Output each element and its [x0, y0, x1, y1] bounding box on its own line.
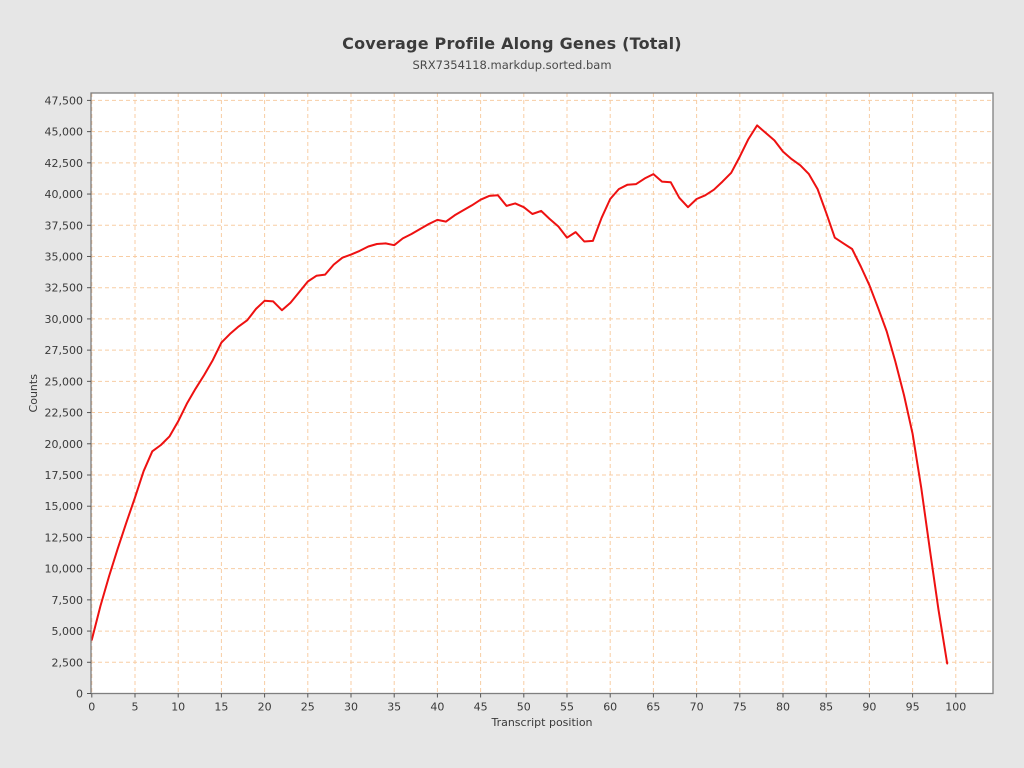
x-tick-label: 0 — [88, 701, 95, 714]
plot-border — [90, 92, 994, 695]
y-tick-label: 0 — [76, 688, 83, 701]
x-tick-label: 70 — [690, 701, 704, 714]
x-tick-label: 100 — [945, 701, 966, 714]
y-tick-label: 37,500 — [45, 219, 84, 232]
x-tick-label: 45 — [474, 701, 488, 714]
x-tick-label: 50 — [517, 701, 531, 714]
y-tick-label: 7,500 — [52, 594, 84, 607]
y-tick-label: 27,500 — [45, 344, 84, 357]
y-tick-label: 25,000 — [45, 375, 84, 388]
x-tick-label: 75 — [733, 701, 747, 714]
x-tick-label: 90 — [862, 701, 876, 714]
x-tick-label: 95 — [906, 701, 920, 714]
x-tick-label: 85 — [819, 701, 833, 714]
y-tick-label: 22,500 — [45, 407, 84, 420]
y-tick-label: 17,500 — [45, 469, 84, 482]
y-tick-label: 42,500 — [45, 157, 84, 170]
chart-subtitle: SRX7354118.markdup.sorted.bam — [412, 58, 612, 72]
x-tick-label: 20 — [258, 701, 272, 714]
chart-title: Coverage Profile Along Genes (Total) — [342, 34, 682, 53]
y-tick-label: 12,500 — [45, 531, 84, 544]
y-tick-label: 47,500 — [45, 94, 84, 107]
x-tick-label: 15 — [214, 701, 228, 714]
y-tick-label: 2,500 — [52, 656, 84, 669]
x-tick-label: 25 — [301, 701, 315, 714]
x-tick-label: 65 — [646, 701, 660, 714]
x-tick-label: 40 — [430, 701, 444, 714]
plot-area — [91, 93, 993, 694]
x-tick-label: 60 — [603, 701, 617, 714]
x-tick-label: 10 — [171, 701, 185, 714]
y-tick-label: 35,000 — [45, 250, 84, 263]
x-axis-title: Transcript position — [490, 716, 592, 729]
x-tick-label: 55 — [560, 701, 574, 714]
y-tick-label: 5,000 — [52, 625, 84, 638]
y-tick-label: 45,000 — [45, 126, 84, 139]
y-tick-label: 10,000 — [45, 563, 84, 576]
y-axis-title: Counts — [27, 374, 40, 413]
x-tick-label: 80 — [776, 701, 790, 714]
x-tick-label: 30 — [344, 701, 358, 714]
x-tick-label: 5 — [132, 701, 139, 714]
x-tick-label: 35 — [387, 701, 401, 714]
coverage-series-line — [90, 124, 949, 665]
y-tick-label: 30,000 — [45, 313, 84, 326]
y-tick-label: 32,500 — [45, 282, 84, 295]
y-tick-label: 40,000 — [45, 188, 84, 201]
y-tick-label: 15,000 — [45, 500, 84, 513]
y-tick-label: 20,000 — [45, 438, 84, 451]
